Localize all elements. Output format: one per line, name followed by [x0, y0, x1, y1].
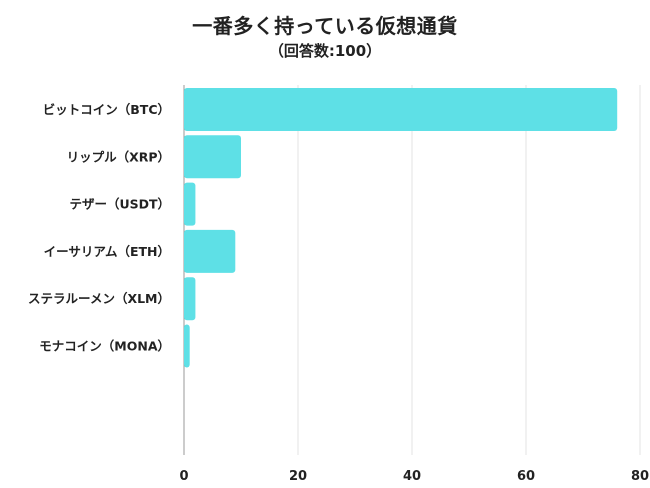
bar-3	[184, 229, 236, 273]
category-label-3: イーサリアム（ETH）	[44, 244, 170, 259]
category-label-2: テザー（USDT）	[69, 197, 170, 212]
category-label-1: リップル（XRP）	[67, 149, 170, 164]
x-tick-label-0: 0	[179, 469, 188, 484]
chart-subtitle: （回答数:100）	[268, 42, 382, 60]
x-tick-label-60: 60	[517, 469, 535, 484]
category-label-0: ビットコイン（BTC）	[43, 102, 170, 117]
bar-5	[184, 324, 190, 368]
bar-0	[184, 88, 618, 131]
bar-1	[184, 135, 241, 179]
x-tick-label-20: 20	[289, 469, 307, 484]
bar-2	[184, 182, 196, 226]
chart-title: 一番多く持っている仮想通貨	[192, 14, 458, 38]
category-label-4: ステラルーメン（XLM）	[28, 291, 170, 306]
x-tick-label-80: 80	[631, 469, 649, 484]
x-tick-label-40: 40	[403, 469, 421, 484]
bar-4	[184, 277, 196, 321]
category-label-5: モナコイン（MONA）	[39, 339, 170, 354]
